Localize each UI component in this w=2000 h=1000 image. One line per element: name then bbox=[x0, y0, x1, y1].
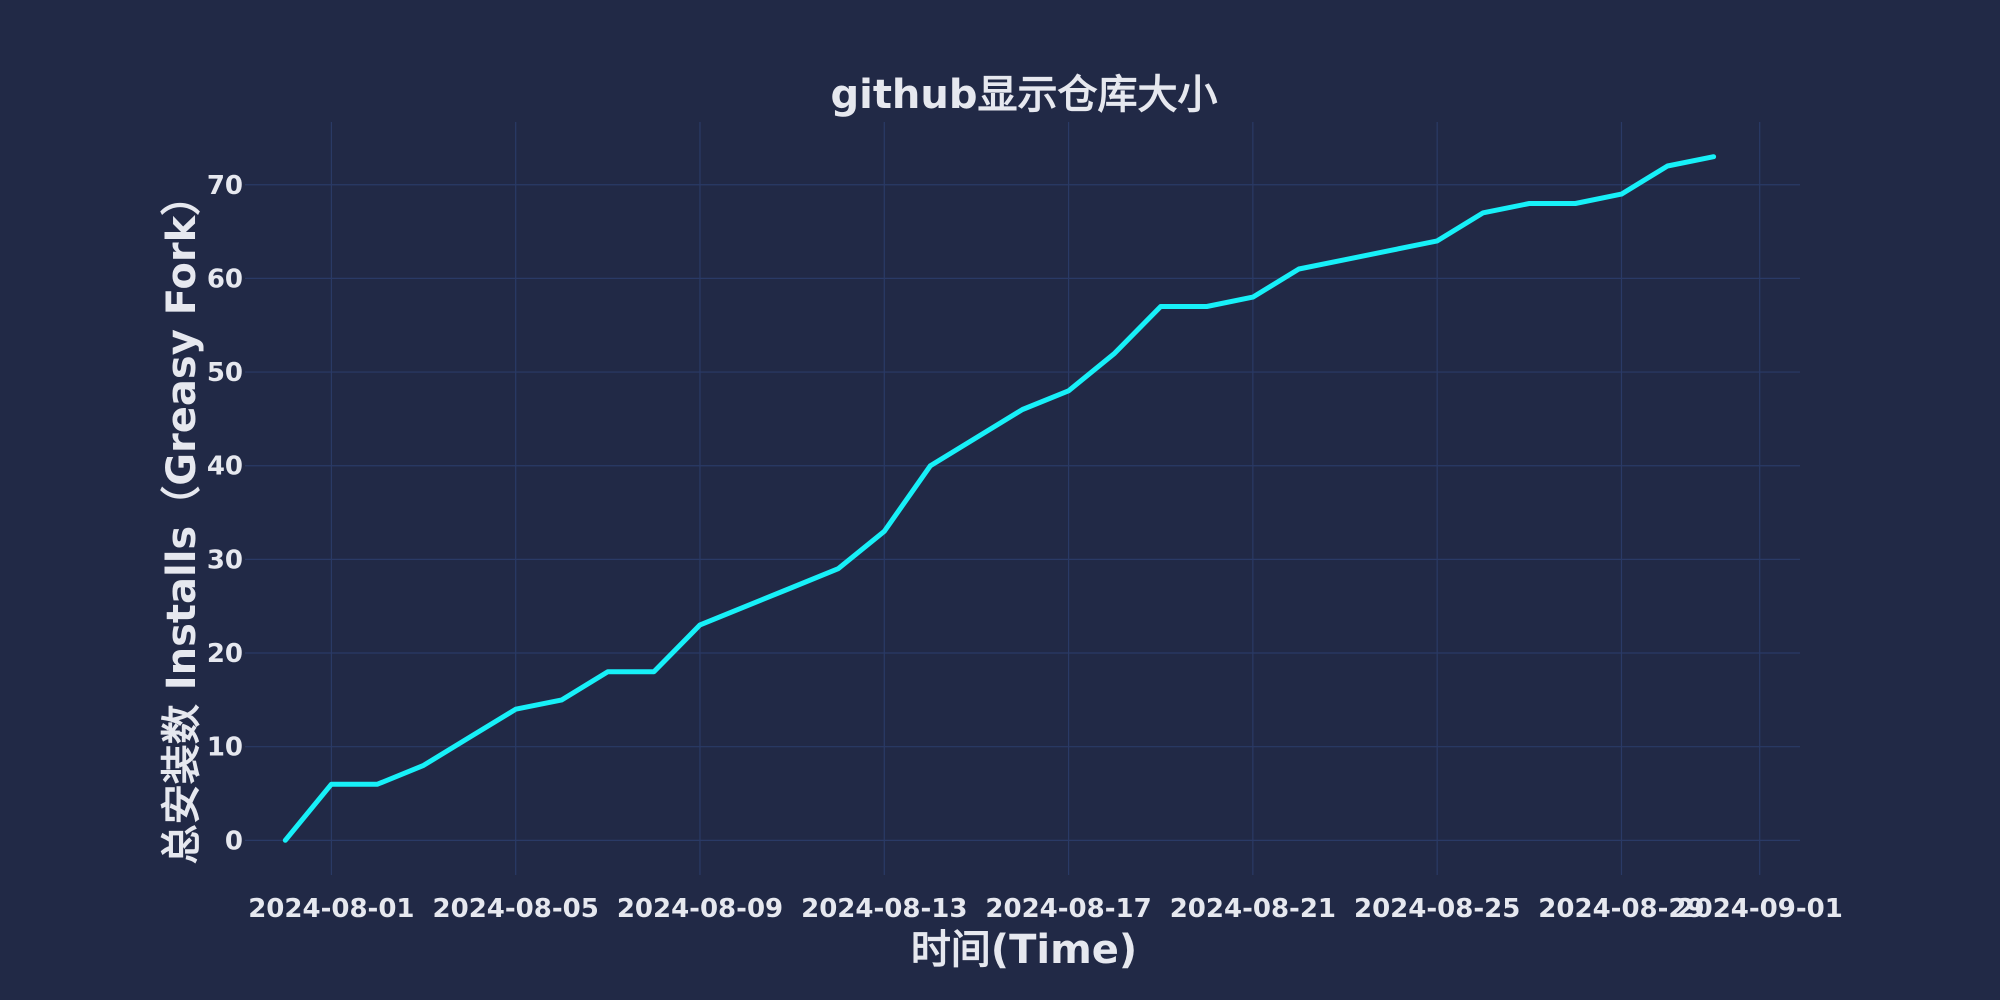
series-line bbox=[282, 154, 1717, 843]
x-tick-label: 2024-08-29 bbox=[1538, 894, 1704, 924]
y-axis: 0 10 20 30 40 50 60 70 bbox=[207, 171, 243, 857]
x-tick-label: 2024-08-25 bbox=[1354, 894, 1520, 924]
x-tick-label: 2024-08-21 bbox=[1170, 894, 1336, 924]
chart-title: github显示仓库大小 bbox=[830, 72, 1217, 118]
y-tick-label: 50 bbox=[207, 358, 243, 388]
y-tick-label: 0 bbox=[225, 826, 243, 856]
x-tick-label: 2024-08-09 bbox=[617, 894, 783, 924]
x-tick-label: 2024-08-01 bbox=[248, 894, 414, 924]
x-tick-label: 2024-08-05 bbox=[433, 894, 599, 924]
y-tick-label: 10 bbox=[207, 733, 243, 763]
y-axis-label: 总安装数 Installs（Greasy Fork） bbox=[159, 176, 205, 864]
y-tick-label: 60 bbox=[207, 264, 243, 294]
x-tick-label: 2024-08-13 bbox=[801, 894, 967, 924]
y-tick-label: 30 bbox=[207, 545, 243, 575]
y-tick-label: 20 bbox=[207, 639, 243, 669]
x-axis-label: 时间(Time) bbox=[911, 927, 1137, 973]
y-tick-label: 40 bbox=[207, 452, 243, 482]
x-tick-label: 2024-08-17 bbox=[985, 894, 1151, 924]
x-tick-label: 2024-09-01 bbox=[1677, 894, 1843, 924]
y-tick-label: 70 bbox=[207, 171, 243, 201]
grid bbox=[245, 122, 1800, 875]
x-axis: 2024-08-01 2024-08-05 2024-08-09 2024-08-13… bbox=[248, 894, 1843, 924]
